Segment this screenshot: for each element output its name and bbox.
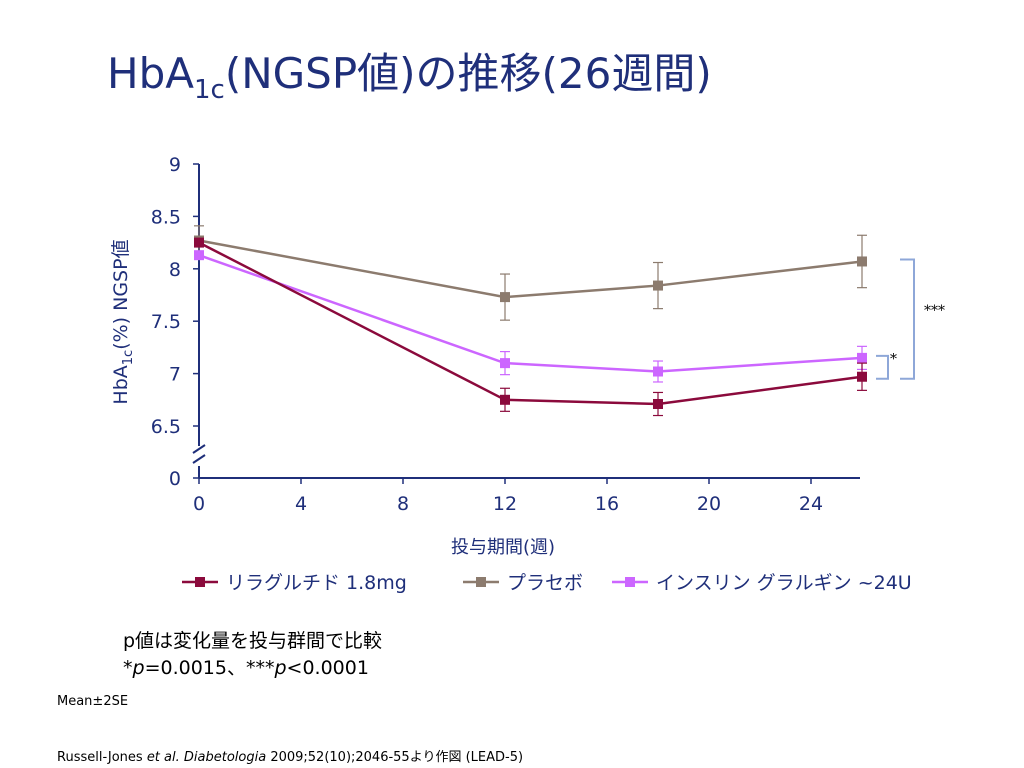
significance-label: * <box>890 351 897 367</box>
y-tick-label: 8.5 <box>151 206 181 228</box>
legend-item: プラセボ <box>463 572 583 594</box>
series-2 <box>194 250 867 383</box>
x-tick-label: 24 <box>799 493 823 515</box>
legend-label: インスリン グラルギン ~24U <box>656 572 912 594</box>
x-tick-label: 16 <box>595 493 619 515</box>
significance-bracket <box>876 354 889 380</box>
data-point <box>857 371 867 382</box>
series-0 <box>194 237 867 417</box>
data-point <box>500 292 510 303</box>
data-point <box>194 250 204 261</box>
citation: Russell-Jones et al. Diabetologia 2009;5… <box>57 750 524 765</box>
p-value-note-line1: p値は変化量を投与群間で比較 <box>123 630 383 652</box>
significance-label: *** <box>924 303 945 319</box>
y-tick-label: 7 <box>169 364 181 386</box>
legend-swatch-marker <box>476 577 486 587</box>
chart-legend: リラグルチド 1.8mg プラセボ インスリン グラルギン ~24U <box>182 572 912 594</box>
error-bar-note: Mean±2SE <box>57 694 129 709</box>
legend-label: リラグルチド 1.8mg <box>226 572 407 594</box>
data-point <box>500 394 510 405</box>
legend-item: リラグルチド 1.8mg <box>182 572 407 594</box>
chart-series <box>194 225 867 417</box>
legend-item: インスリン グラルギン ~24U <box>612 572 912 594</box>
y-tick-label: 7.5 <box>151 311 181 333</box>
data-point <box>857 352 867 363</box>
data-point <box>653 280 663 291</box>
data-point <box>857 256 867 267</box>
series-line <box>198 239 863 299</box>
axis-break-mark <box>192 444 206 454</box>
x-axis-label: 投与期間(週) <box>451 537 555 558</box>
series-1 <box>194 225 867 321</box>
y-tick-label: 9 <box>169 154 181 176</box>
legend-swatch-marker <box>625 577 635 587</box>
axis-break-mark <box>192 454 206 464</box>
x-tick-label: 4 <box>295 493 307 515</box>
data-point <box>653 366 663 377</box>
series-line <box>198 241 863 406</box>
y-axis-label: HbA1c(%) NGSP値 <box>110 239 136 404</box>
y-tick-label: 0 <box>169 468 181 490</box>
legend-swatch-marker <box>195 577 205 587</box>
x-tick-label: 8 <box>397 493 409 515</box>
chart-axes: 0 6.5 7 7.5 8 8.5 9 0 4 8 12 16 20 24 <box>151 154 860 515</box>
x-tick-label: 12 <box>493 493 517 515</box>
y-tick-label: 6.5 <box>151 416 181 438</box>
series-line <box>198 253 863 373</box>
data-point <box>500 358 510 369</box>
legend-label: プラセボ <box>507 572 583 594</box>
slide-title: HbA1c(NGSP値)の推移(26週間) <box>107 49 712 105</box>
significance-brackets: **** <box>876 258 945 380</box>
p-value-note: p値は変化量を投与群間で比較 *p=0.0015、***p<0.0001 <box>123 628 382 682</box>
y-tick-label: 8 <box>169 259 181 281</box>
x-tick-label: 20 <box>697 493 721 515</box>
data-point <box>194 237 204 248</box>
x-tick-label: 0 <box>193 493 205 515</box>
data-point <box>653 398 663 409</box>
significance-bracket <box>900 258 915 380</box>
p-value-note-line2: *p=0.0015、***p<0.0001 <box>123 657 369 679</box>
